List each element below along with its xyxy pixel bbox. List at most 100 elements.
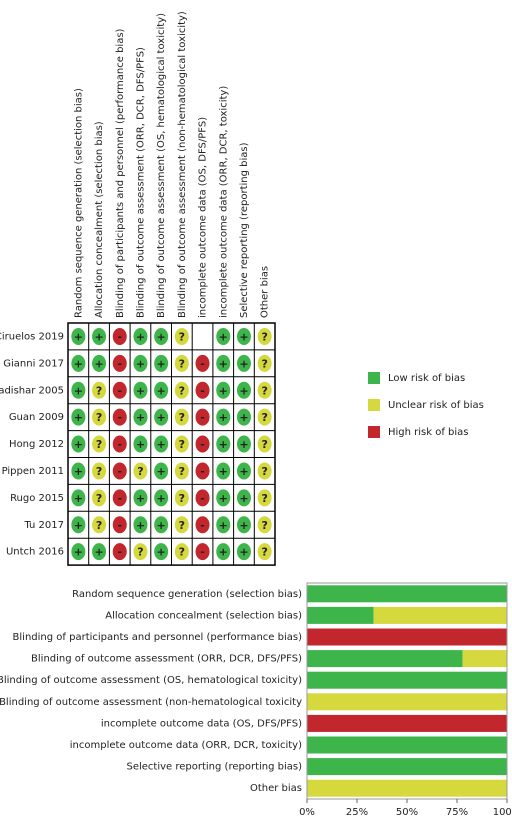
- judgement-symbol: -: [117, 465, 122, 478]
- judgement-symbol: -: [117, 384, 122, 397]
- judgement-dot: [133, 327, 148, 345]
- judgement-symbol: +: [74, 492, 83, 505]
- judgement-symbol: +: [74, 411, 83, 424]
- judgement-symbol: +: [74, 519, 83, 532]
- judgement-symbol: +: [136, 357, 145, 370]
- x-tick-label: 0%: [299, 807, 315, 818]
- bar-segment: [462, 650, 507, 668]
- judgement-dot: [112, 408, 127, 426]
- judgement-dot: [154, 462, 169, 480]
- legend-swatch: [368, 426, 380, 438]
- judgement-dot: [257, 543, 272, 561]
- judgement-symbol: ?: [179, 384, 185, 397]
- x-tick-label: 100%: [493, 807, 512, 818]
- judgement-symbol: +: [136, 492, 145, 505]
- judgement-dot: [195, 354, 210, 372]
- judgement-symbol: -: [117, 357, 122, 370]
- category-label: Blinding of participants and personnel (…: [13, 632, 303, 643]
- judgement-dot: [154, 435, 169, 453]
- row-label: Gianni 2017: [3, 358, 64, 369]
- category-label: Allocation concealment (selection bias): [105, 610, 302, 621]
- judgement-dot: [133, 435, 148, 453]
- judgement-dot: [154, 489, 169, 507]
- row-label: Pippen 2011: [2, 466, 64, 477]
- judgement-symbol: +: [157, 384, 166, 397]
- judgement-dot: [195, 435, 210, 453]
- judgement-symbol: +: [94, 546, 103, 559]
- judgement-dot: [257, 462, 272, 480]
- judgement-dot: [133, 489, 148, 507]
- judgement-symbol: ?: [96, 438, 102, 451]
- category-label: Random sequence generation (selection bi…: [72, 589, 302, 600]
- judgement-symbol: ?: [179, 492, 185, 505]
- legend-swatch: [368, 372, 380, 384]
- judgement-dot: [174, 543, 189, 561]
- category-label: Blinding of outcome assessment (OS, hema…: [0, 675, 302, 686]
- judgement-dot: [92, 462, 107, 480]
- judgement-dot: [257, 327, 272, 345]
- judgement-symbol: -: [117, 519, 122, 532]
- judgement-dot: [112, 462, 127, 480]
- column-label: Blinding of outcome assessment (OS, hema…: [156, 13, 167, 318]
- row-label: Tu 2017: [23, 520, 64, 531]
- judgement-dot: [112, 327, 127, 345]
- judgement-dot: [257, 354, 272, 372]
- judgement-symbol: +: [136, 438, 145, 451]
- judgement-symbol: ?: [261, 465, 267, 478]
- judgement-dot: [92, 327, 107, 345]
- judgement-dot: [154, 543, 169, 561]
- judgement-symbol: +: [239, 411, 248, 424]
- judgement-symbol: ?: [179, 330, 185, 343]
- category-label: incomplete outcome data (ORR, DCR, toxic…: [70, 740, 302, 751]
- judgement-symbol: +: [74, 357, 83, 370]
- judgement-symbol: ?: [96, 465, 102, 478]
- judgement-dot: [236, 435, 251, 453]
- judgement-dot: [236, 408, 251, 426]
- judgement-symbol: ?: [137, 465, 143, 478]
- bar-segment: [307, 650, 463, 668]
- judgement-dot: [174, 435, 189, 453]
- judgement-symbol: +: [136, 519, 145, 532]
- judgement-symbol: +: [239, 465, 248, 478]
- judgement-dot: [71, 516, 86, 534]
- judgement-symbol: ?: [261, 519, 267, 532]
- judgement-dot: [71, 354, 86, 372]
- judgement-symbol: +: [239, 519, 248, 532]
- bar-segment: [307, 693, 507, 711]
- judgement-dot: [133, 543, 148, 561]
- judgement-symbol: -: [200, 384, 205, 397]
- judgement-dot: [133, 408, 148, 426]
- judgement-symbol: ?: [261, 438, 267, 451]
- judgement-dot: [154, 381, 169, 399]
- judgement-symbol: ?: [261, 384, 267, 397]
- judgement-dot: [154, 516, 169, 534]
- judgement-dot: [195, 516, 210, 534]
- judgement-dot: [236, 381, 251, 399]
- judgement-symbol: +: [157, 411, 166, 424]
- judgement-symbol: -: [200, 546, 205, 559]
- judgement-symbol: +: [239, 492, 248, 505]
- judgement-dot: [133, 354, 148, 372]
- judgement-dot: [112, 381, 127, 399]
- bar-segment: [307, 671, 507, 689]
- judgement-dot: [71, 489, 86, 507]
- judgement-symbol: +: [219, 438, 228, 451]
- judgement-symbol: -: [117, 330, 122, 343]
- column-label: Random sequence generation (selection bi…: [73, 88, 84, 318]
- judgement-symbol: ?: [261, 546, 267, 559]
- bar-segment: [307, 736, 507, 754]
- category-label: Blinding of outcome assessment (ORR, DCR…: [31, 654, 302, 665]
- judgement-dot: [216, 516, 231, 534]
- judgement-symbol: -: [117, 546, 122, 559]
- judgement-dot: [133, 381, 148, 399]
- column-label: incomplete outcome data (ORR, DCR, toxic…: [218, 86, 229, 318]
- judgement-dot: [71, 462, 86, 480]
- judgement-symbol: -: [200, 357, 205, 370]
- x-tick-label: 75%: [446, 807, 468, 818]
- column-label: incomplete outcome data (OS, DFS/PFS): [198, 117, 209, 318]
- judgement-dot: [174, 516, 189, 534]
- judgement-dot: [257, 516, 272, 534]
- category-label: Other bias: [250, 783, 302, 794]
- judgement-dot: [92, 543, 107, 561]
- row-label: Rugo 2015: [10, 493, 64, 504]
